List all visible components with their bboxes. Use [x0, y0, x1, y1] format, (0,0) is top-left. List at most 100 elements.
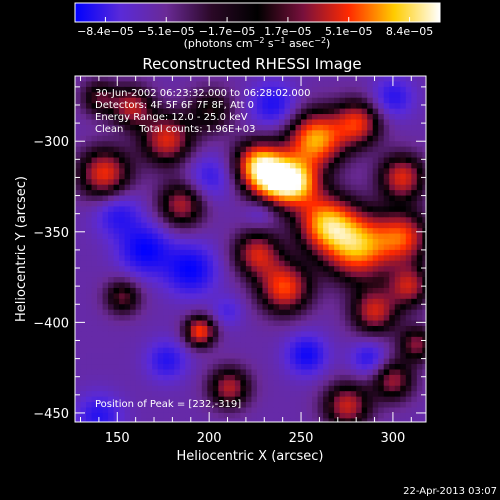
heatmap-cell [124, 76, 131, 83]
heatmap-cell [301, 380, 308, 387]
heatmap-cell [218, 206, 225, 213]
heatmap-cell [356, 130, 363, 137]
heatmap-cell [411, 266, 418, 273]
heatmap-cell [350, 374, 357, 381]
heatmap-cell [378, 369, 385, 376]
heatmap-cell [146, 347, 153, 354]
heatmap-cell [411, 353, 418, 360]
heatmap-cell [422, 320, 426, 327]
heatmap-cell [168, 152, 175, 159]
heatmap-cell [152, 282, 159, 289]
heatmap-cell [97, 141, 104, 148]
heatmap-cell [389, 336, 396, 343]
heatmap-cell [378, 222, 385, 229]
heatmap-cell [152, 309, 159, 316]
heatmap-cell [201, 385, 208, 392]
heatmap-cell [372, 358, 379, 365]
heatmap-cell [130, 412, 137, 419]
heatmap-cell [234, 157, 241, 164]
heatmap-cell [378, 266, 385, 273]
heatmap-cell [168, 222, 175, 229]
heatmap-cell [405, 97, 412, 104]
heatmap-cell [284, 260, 291, 267]
heatmap-cell [328, 135, 335, 142]
heatmap-cell [135, 331, 142, 338]
heatmap-cell [273, 364, 280, 371]
heatmap-cell [328, 418, 335, 422]
heatmap-cell [416, 249, 423, 256]
heatmap-cell [422, 81, 426, 88]
heatmap-cell [312, 418, 319, 422]
heatmap-cell [284, 402, 291, 409]
heatmap-cell [267, 418, 275, 422]
heatmap-cell [185, 92, 192, 99]
heatmap-cell [262, 298, 269, 305]
heatmap-cell [91, 293, 98, 300]
heatmap-cell [185, 385, 192, 392]
heatmap-cell [97, 364, 104, 371]
heatmap-cell [130, 331, 137, 338]
heatmap-cell [168, 184, 175, 191]
heatmap-cell [102, 217, 109, 224]
heatmap-cell [168, 364, 175, 371]
heatmap-cell [185, 418, 192, 422]
heatmap-cell [372, 195, 379, 202]
heatmap-cell [400, 184, 407, 191]
heatmap-cell [345, 206, 352, 213]
heatmap-cell [400, 108, 407, 115]
heatmap-cell [284, 103, 291, 110]
heatmap-cell [223, 418, 230, 422]
heatmap-cell [284, 179, 291, 186]
heatmap-cell [312, 304, 319, 311]
heatmap-cell [179, 222, 186, 229]
heatmap-cell [201, 141, 208, 148]
heatmap-cell [278, 315, 286, 322]
heatmap-cell [152, 385, 159, 392]
heatmap-cell [267, 369, 275, 376]
heatmap-cell [97, 358, 104, 365]
heatmap-cell [350, 336, 357, 343]
heatmap-cell [290, 304, 297, 311]
heatmap-cell [411, 179, 418, 186]
heatmap-cell [80, 287, 87, 294]
heatmap-cell [328, 402, 335, 409]
heatmap-cell [345, 255, 352, 262]
heatmap-cell [345, 190, 352, 197]
heatmap-cell [422, 402, 426, 409]
heatmap-cell [141, 347, 148, 354]
heatmap-cell [223, 141, 230, 148]
heatmap-cell [229, 320, 236, 327]
heatmap-cell [212, 124, 219, 131]
heatmap-cell [378, 282, 385, 289]
heatmap-cell [185, 353, 192, 360]
heatmap-cell [416, 152, 423, 159]
heatmap-cell [130, 76, 137, 83]
heatmap-cell [350, 325, 357, 333]
heatmap-cell [91, 184, 98, 191]
heatmap-cell [113, 190, 120, 197]
heatmap-cell [179, 418, 186, 422]
heatmap-cell [157, 418, 164, 422]
heatmap-cell [207, 211, 214, 218]
heatmap-cell [323, 412, 330, 419]
heatmap-cell [328, 287, 335, 294]
heatmap-cell [190, 228, 197, 235]
heatmap-cell [411, 103, 418, 110]
heatmap-cell [267, 130, 275, 137]
heatmap-cell [400, 179, 407, 186]
heatmap-cell [306, 266, 313, 273]
heatmap-cell [422, 228, 426, 235]
heatmap-cell [312, 135, 319, 142]
heatmap-cell [196, 233, 203, 240]
heatmap-cell [223, 336, 230, 343]
heatmap-cell [422, 369, 426, 376]
heatmap-cell [290, 336, 297, 343]
heatmap-cell [80, 396, 87, 403]
heatmap-cell [179, 81, 186, 88]
heatmap-cell [334, 200, 341, 208]
heatmap-cell [400, 336, 407, 343]
heatmap-cell [295, 124, 302, 131]
heatmap-cell [146, 412, 153, 419]
heatmap-cell [284, 380, 291, 387]
heatmap-cell [251, 315, 258, 322]
